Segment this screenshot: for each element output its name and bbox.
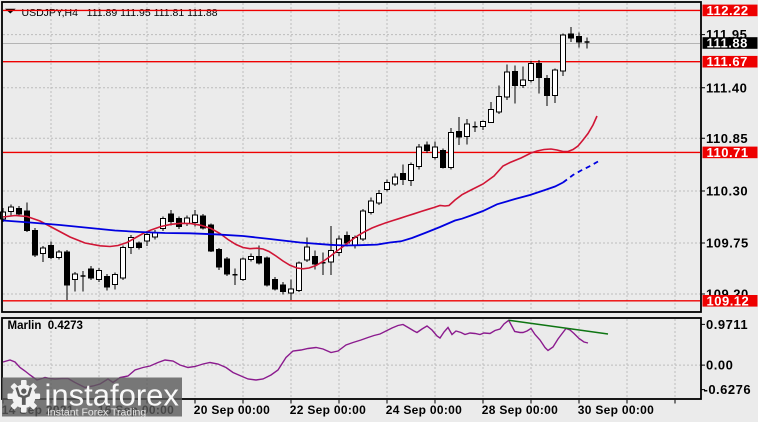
svg-text:24 Sep 00:00: 24 Sep 00:00 bbox=[386, 403, 462, 417]
svg-text:-0.6276: -0.6276 bbox=[704, 382, 752, 397]
svg-text:110.85: 110.85 bbox=[706, 131, 748, 146]
svg-text:28 Sep 00:00: 28 Sep 00:00 bbox=[482, 403, 558, 417]
svg-text:instaforex: instaforex bbox=[45, 378, 180, 413]
svg-text:USDJPY,H4 111.89 111.95 111.: USDJPY,H4 111.89 111.95 111.81 111.88 bbox=[22, 7, 218, 19]
svg-text:20 Sep 00:00: 20 Sep 00:00 bbox=[194, 403, 270, 417]
svg-text:110.30: 110.30 bbox=[706, 184, 748, 199]
svg-text:Instant Forex Trading: Instant Forex Trading bbox=[47, 407, 146, 419]
svg-text:111.88: 111.88 bbox=[707, 36, 748, 51]
svg-text:111.67: 111.67 bbox=[707, 54, 748, 69]
svg-text:Marlin 0.4273: Marlin 0.4273 bbox=[8, 320, 83, 332]
svg-text:112.22: 112.22 bbox=[707, 3, 749, 18]
svg-text:0.9711: 0.9711 bbox=[706, 317, 748, 332]
svg-text:111.40: 111.40 bbox=[706, 80, 747, 95]
svg-text:30 Sep 00:00: 30 Sep 00:00 bbox=[578, 403, 654, 417]
svg-text:109.75: 109.75 bbox=[706, 236, 749, 251]
svg-text:0.00: 0.00 bbox=[706, 358, 733, 373]
svg-text:109.12: 109.12 bbox=[707, 293, 750, 308]
svg-text:110.71: 110.71 bbox=[707, 145, 749, 160]
svg-text:22 Sep 00:00: 22 Sep 00:00 bbox=[290, 403, 366, 417]
